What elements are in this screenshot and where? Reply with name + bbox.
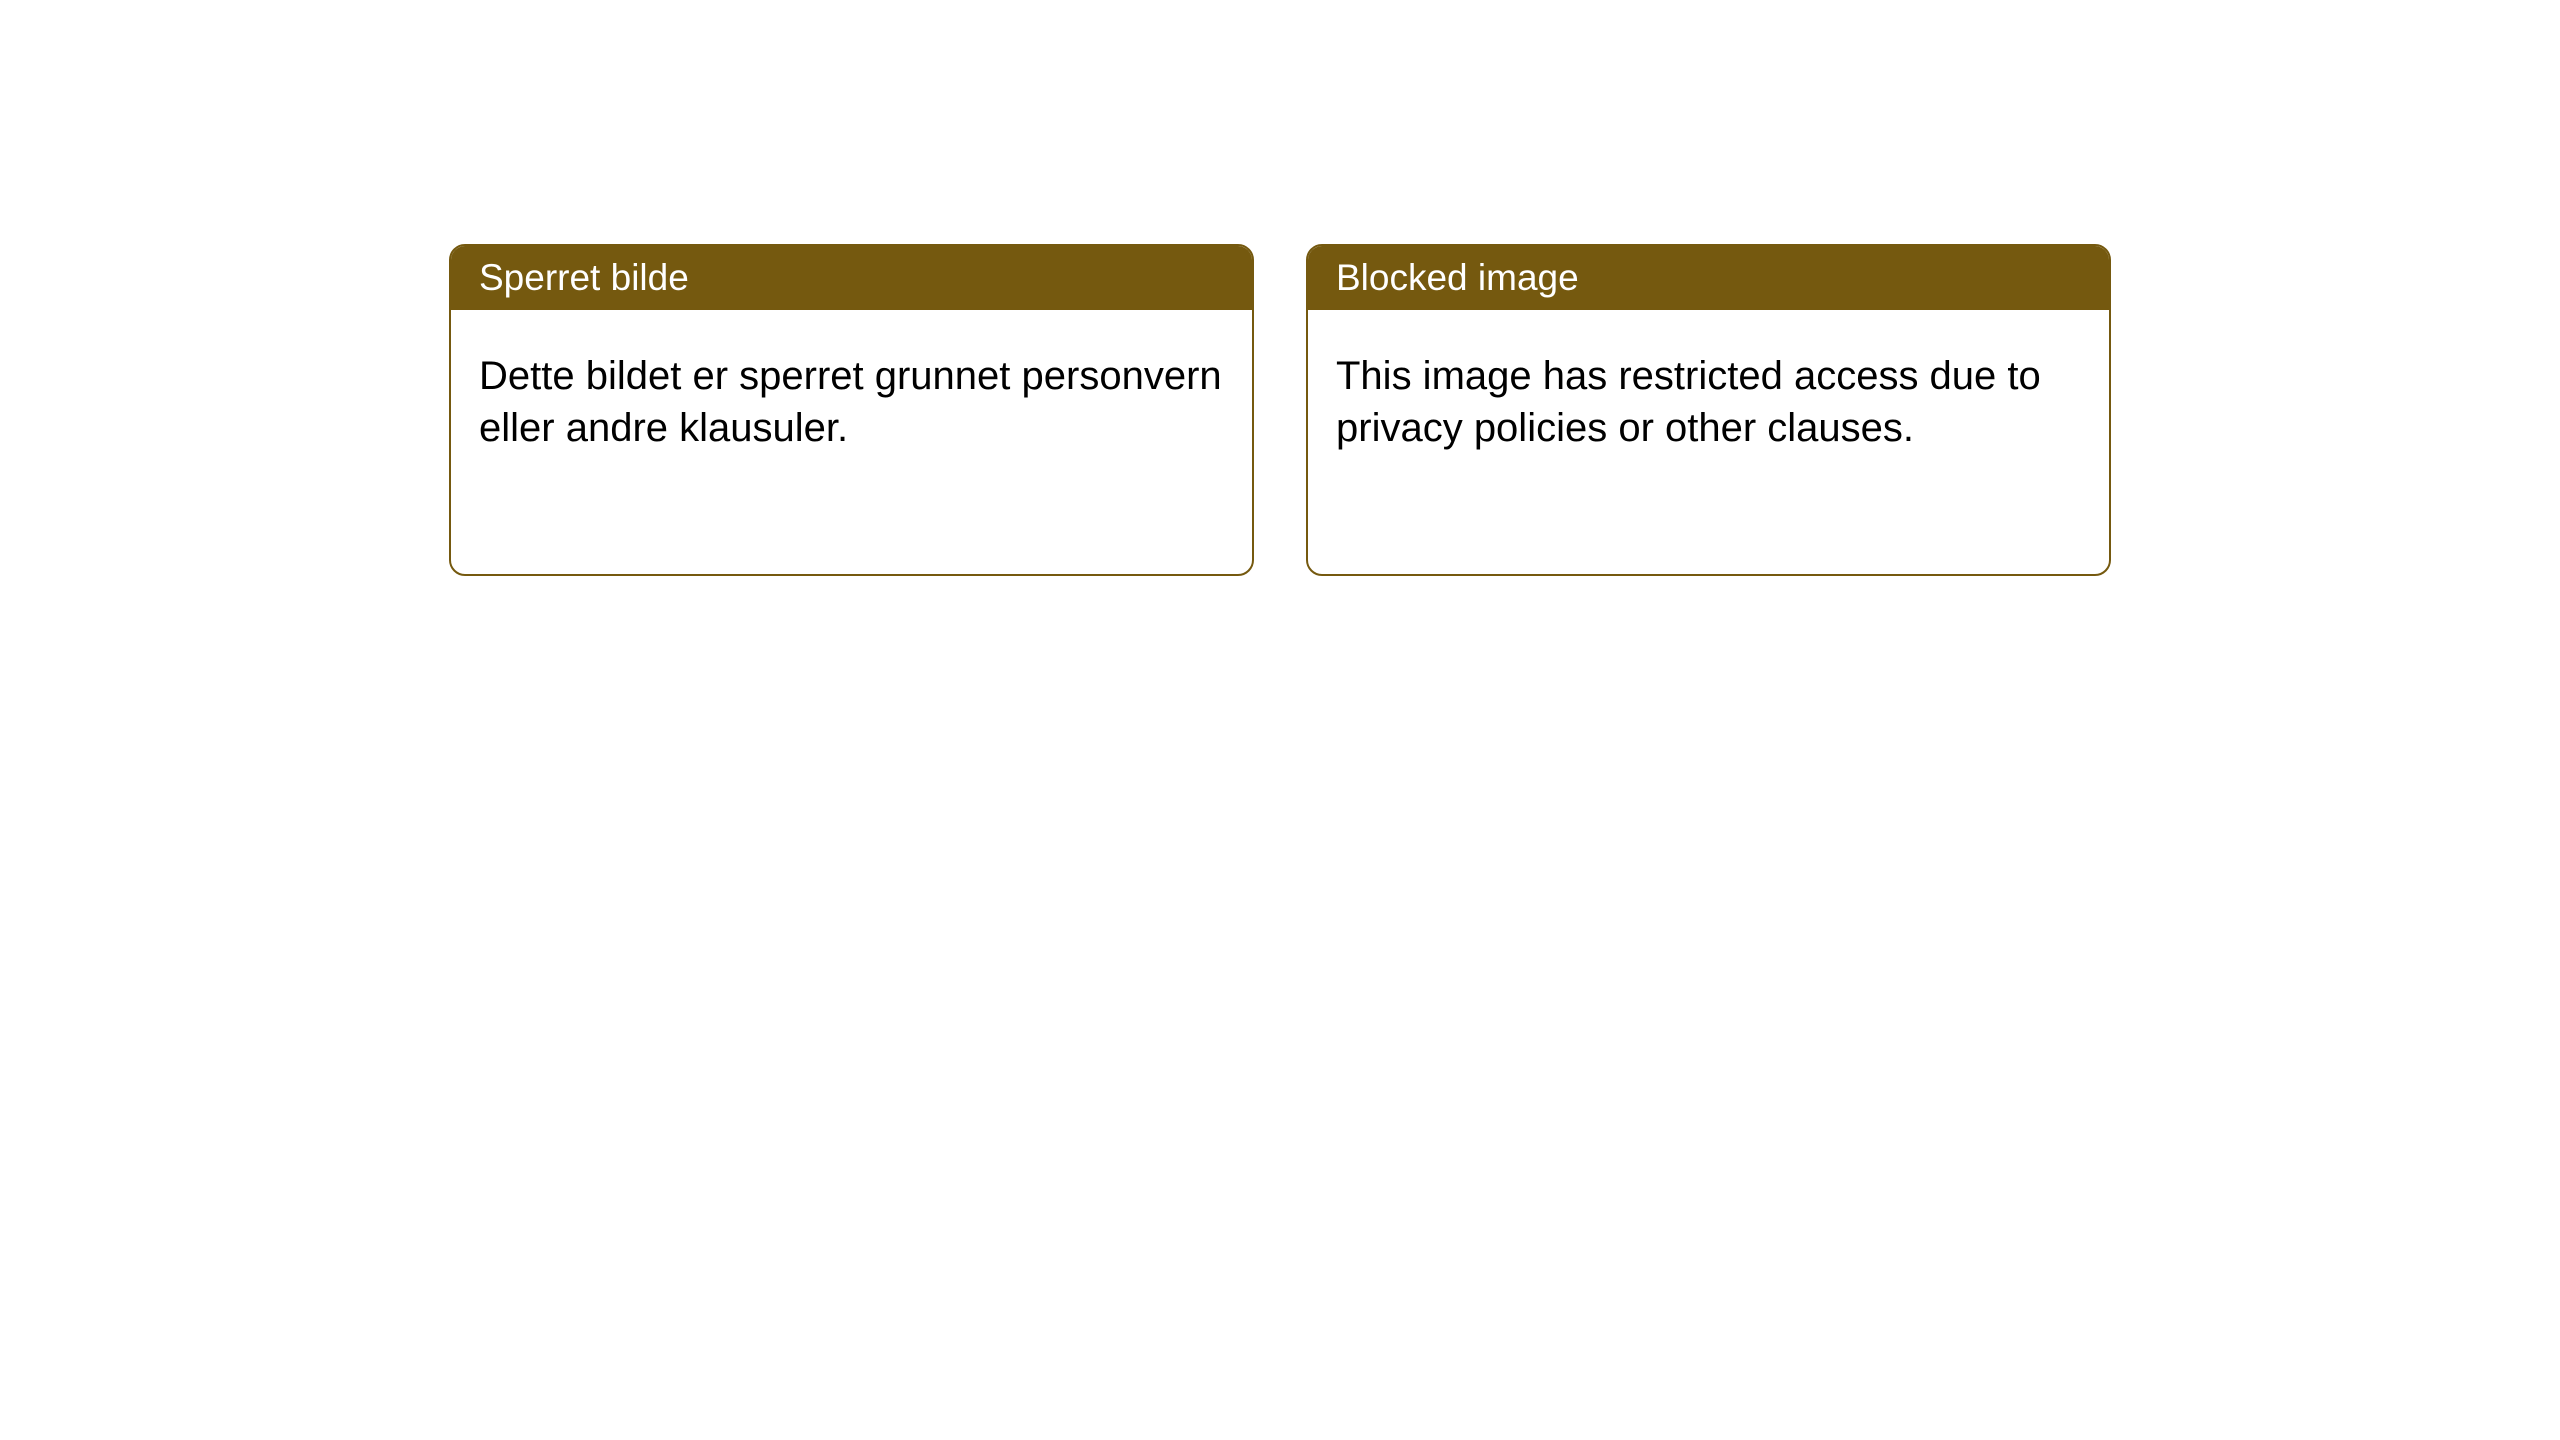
notice-title: Sperret bilde	[479, 257, 689, 298]
notice-header-norwegian: Sperret bilde	[451, 246, 1252, 310]
notice-text: This image has restricted access due to …	[1336, 354, 2041, 450]
notice-title: Blocked image	[1336, 257, 1579, 298]
notice-box-english: Blocked image This image has restricted …	[1306, 244, 2111, 576]
notice-header-english: Blocked image	[1308, 246, 2109, 310]
notice-body-english: This image has restricted access due to …	[1308, 310, 2109, 494]
notice-text: Dette bildet er sperret grunnet personve…	[479, 354, 1222, 450]
notice-container: Sperret bilde Dette bildet er sperret gr…	[449, 244, 2111, 576]
notice-box-norwegian: Sperret bilde Dette bildet er sperret gr…	[449, 244, 1254, 576]
notice-body-norwegian: Dette bildet er sperret grunnet personve…	[451, 310, 1252, 494]
